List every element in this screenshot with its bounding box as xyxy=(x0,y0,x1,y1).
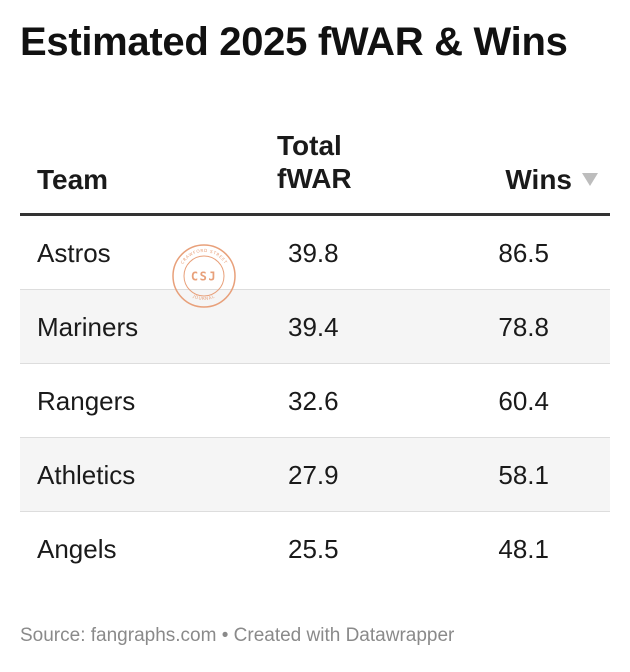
table-row: Rangers 32.6 60.4 xyxy=(20,364,610,438)
svg-text:JOURNAL: JOURNAL xyxy=(192,293,216,301)
table-row: Angels 25.5 48.1 xyxy=(20,512,610,586)
table-row: Mariners 39.4 78.8 xyxy=(20,290,610,364)
cell-wins: 78.8 xyxy=(498,312,549,342)
column-header-total-fwar-line2: fWAR xyxy=(277,163,352,194)
csj-watermark-logo: CRAWFORD STREET JOURNAL CSJ xyxy=(172,244,236,308)
table-row: Athletics 27.9 58.1 xyxy=(20,438,610,512)
cell-team: Astros xyxy=(37,238,111,268)
column-header-team[interactable]: Team xyxy=(37,164,109,195)
sort-descending-icon[interactable] xyxy=(582,173,598,186)
column-header-total-fwar-line1: Total xyxy=(277,130,342,161)
cell-fwar: 39.4 xyxy=(288,312,339,342)
cell-fwar: 39.8 xyxy=(288,238,339,268)
chart-title: Estimated 2025 fWAR & Wins xyxy=(20,20,568,64)
cell-fwar: 27.9 xyxy=(288,460,339,490)
watermark-ring-bottom: JOURNAL xyxy=(192,293,215,301)
cell-team: Angels xyxy=(37,534,117,564)
cell-fwar: 25.5 xyxy=(288,534,339,564)
data-table: Team Total fWAR Wins Astros 39.8 86.5 Marin… xyxy=(20,125,610,586)
cell-wins: 58.1 xyxy=(498,460,549,490)
watermark-text: CSJ xyxy=(191,270,217,284)
source-footer: Source: fangraphs.com • Created with Dat… xyxy=(20,625,455,646)
cell-wins: 60.4 xyxy=(498,386,549,416)
table-body: Astros 39.8 86.5 Mariners 39.4 78.8 Rangers 32.… xyxy=(20,216,610,586)
cell-team: Mariners xyxy=(37,312,139,342)
cell-wins: 48.1 xyxy=(498,534,549,564)
cell-team: Athletics xyxy=(37,460,136,490)
cell-team: Rangers xyxy=(37,386,136,416)
cell-fwar: 32.6 xyxy=(288,386,339,416)
column-header-wins[interactable]: Wins xyxy=(505,164,572,195)
table-row: Astros 39.8 86.5 xyxy=(20,216,610,290)
column-header-total-fwar[interactable]: Total fWAR xyxy=(277,129,352,195)
cell-wins: 86.5 xyxy=(498,238,549,268)
table-header: Team Total fWAR Wins xyxy=(20,125,610,216)
